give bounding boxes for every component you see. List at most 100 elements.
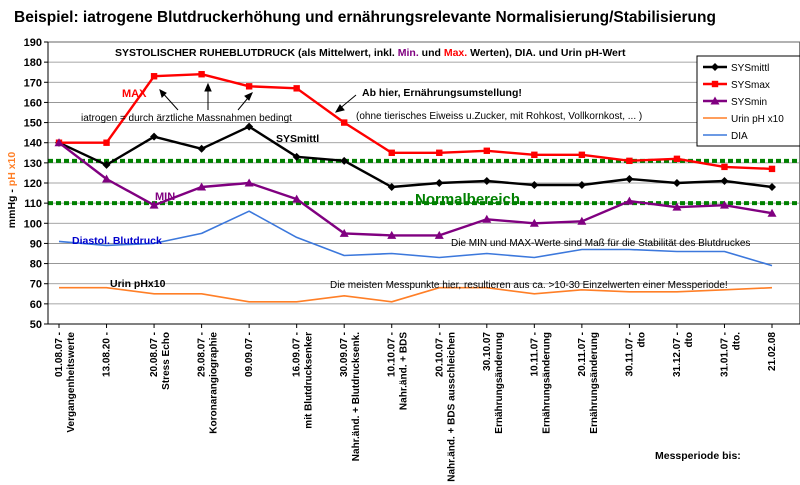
series-line-dia: [58, 210, 773, 267]
y-tick-label-2: 70: [30, 279, 42, 291]
point-sysmin-12: [624, 196, 634, 205]
x-tick-label-10: 10.11.07 -Ernährungsänderung: [529, 332, 552, 434]
point-sysmax-12: [626, 157, 633, 165]
annotation-ab-hier: Ab hier, Ernährungsumstellung!: [362, 87, 522, 99]
point-sysmittl-1: [102, 160, 111, 169]
annotation-sysmittl: SYSmittl: [276, 133, 319, 145]
annotation-layer: MAX MIN SYSmittl iatrogen = durch ärztli…: [72, 82, 750, 291]
x-tick-label-0: 01.08.07 -Vergangenheitswerte: [54, 332, 77, 433]
point-sysmittl-8: [435, 179, 444, 187]
axis-layer: 50 60 70 80 90 100 110 120 130 140 150 160 170 180 190: [24, 37, 800, 331]
legend-swatch-marker-sysmittl: [711, 63, 719, 71]
y-axis-label: mmHg - pH x10: [6, 152, 18, 229]
point-sysmin-1: [102, 174, 112, 183]
x-tick-label-9: 30.10.07Ernährungsänderung: [482, 332, 505, 434]
x-tick-label-3: 29.08.07 -Koronarangiographie: [197, 332, 220, 434]
series-sysmittl: [55, 122, 776, 192]
legend-label-dia: DIA: [731, 131, 748, 142]
point-sysmin-0: [54, 138, 64, 147]
x-tick-label-8: 20.10.07 -Nahr.änd. + BDS ausschleichen: [434, 332, 457, 482]
x-tick-label-11: 20.11.07 -Ernährungsänderung: [577, 332, 600, 434]
point-sysmin-5: [292, 194, 302, 203]
y-tick-label-12: 170: [24, 77, 42, 89]
x-tick-label-5: 16.09.07 -mit Blutdrucksenker: [292, 332, 315, 429]
point-sysmittl-11: [577, 181, 586, 190]
point-sysmittl-2: [150, 132, 159, 141]
point-sysmax-3: [198, 71, 205, 78]
x-tick-label-2: 20.08.07 -Stress Echo: [149, 332, 172, 390]
subtitle-min: Min.: [398, 47, 419, 59]
point-sysmax-1: [103, 139, 110, 146]
legend: SYSmittl SYSmax SYSmin Urin pH x10 DIA: [696, 55, 800, 147]
y-tick-label-1: 60: [30, 299, 42, 311]
x-tick-label-12: 30.11.07 -dto: [624, 332, 647, 376]
x-tick-label-1: 13.08.20 -: [102, 332, 113, 377]
x-tick-label-6: 30.09.07 -Nahr.änd. + Blutdrucksenk.: [339, 332, 362, 461]
annotation-messpunkte: Die meisten Messpunkte hier, resultieren…: [330, 280, 728, 291]
point-sysmax-9: [483, 147, 490, 154]
point-sysmax-2: [150, 73, 158, 80]
arrow-iatrogen-3-head: [244, 92, 253, 101]
y-tick-label-0: 50: [30, 319, 42, 331]
annotation-normalbereich: Normalbereich: [415, 191, 520, 208]
chart-subtitle: SYSTOLISCHER RUHEBLUTDRUCK (als Mittelwe…: [115, 47, 626, 59]
point-sysmax-14: [721, 163, 728, 171]
annotation-min-max-note: Die MIN und MAX-Werte sind Maß für die S…: [451, 238, 750, 249]
y-tick-label-10: 150: [24, 118, 42, 130]
point-sysmittl-4: [245, 122, 254, 131]
legend-label-sysmittl: SYSmittl: [731, 63, 769, 74]
point-sysmittl-13: [672, 179, 681, 187]
point-sysmax-5: [293, 85, 300, 92]
series-layer: [54, 71, 777, 303]
annotation-urin: Urin pHx10: [110, 278, 166, 290]
point-sysmittl-5: [292, 152, 301, 161]
subtitle-part2: und: [419, 47, 444, 59]
chart-title: Beispiel: iatrogene Blutdruckerhöhung un…: [14, 9, 716, 26]
legend-swatch-marker-sysmin: [710, 96, 720, 105]
point-sysmax-4: [245, 83, 253, 90]
point-sysmax-13: [673, 155, 681, 163]
point-sysmin-8: [434, 230, 444, 239]
y-tick-label-4: 90: [30, 238, 42, 250]
series-line-sysmin: [58, 141, 773, 237]
point-sysmin-6: [339, 228, 349, 237]
series-line-sysmittl: [58, 125, 773, 189]
point-sysmittl-7: [387, 183, 396, 192]
annotation-ohne: (ohne tierisches Eiweiss u.Zucker, mit R…: [356, 111, 642, 122]
point-sysmittl-14: [720, 176, 729, 185]
legend-swatch-marker-sysmax: [711, 80, 719, 88]
y-axis-label-mmhg: mmHg -: [6, 189, 18, 229]
point-sysmin-9: [482, 214, 492, 223]
legend-label-sysmin: SYSmin: [731, 97, 767, 108]
y-tick-label-3: 80: [30, 259, 42, 271]
point-sysmin-2: [149, 200, 159, 209]
point-sysmin-3: [197, 182, 207, 191]
series-urin-ph-x10: [59, 286, 773, 303]
y-axis-label-ph: pH x10: [6, 152, 18, 190]
y-tick-label-8: 130: [24, 158, 42, 170]
x-tick-label-14: 31.01.07 -dto.: [719, 332, 742, 377]
series-line-sysmax: [59, 72, 773, 171]
y-tick-label-7: 120: [24, 178, 42, 190]
point-sysmittl-10: [530, 181, 539, 190]
point-sysmin-15: [767, 208, 777, 217]
point-sysmin-10: [529, 218, 539, 227]
y-tick-label-14: 190: [24, 37, 42, 49]
point-sysmax-10: [531, 151, 538, 158]
x-tick-label-7: 10.10.07 -Nahr.änd. + BDS: [387, 332, 410, 410]
point-sysmax-11: [578, 151, 586, 158]
y-tick-label-6: 110: [24, 198, 42, 210]
annotation-arrows: [159, 82, 357, 113]
y-tick-label-13: 180: [24, 57, 42, 69]
y-tick-label-5: 100: [24, 218, 42, 230]
annotation-diastol: Diastol. Blutdruck: [72, 235, 162, 247]
point-sysmax-15: [768, 165, 776, 173]
point-sysmax-6: [341, 119, 348, 126]
y-tick-label-11: 160: [24, 97, 42, 109]
series-line-urin-ph-x10: [59, 286, 773, 303]
point-sysmittl-15: [768, 183, 776, 192]
annotation-min: MIN: [155, 191, 175, 203]
arrow-iatrogen-2-head: [204, 82, 212, 92]
point-sysmax-8: [436, 149, 443, 156]
